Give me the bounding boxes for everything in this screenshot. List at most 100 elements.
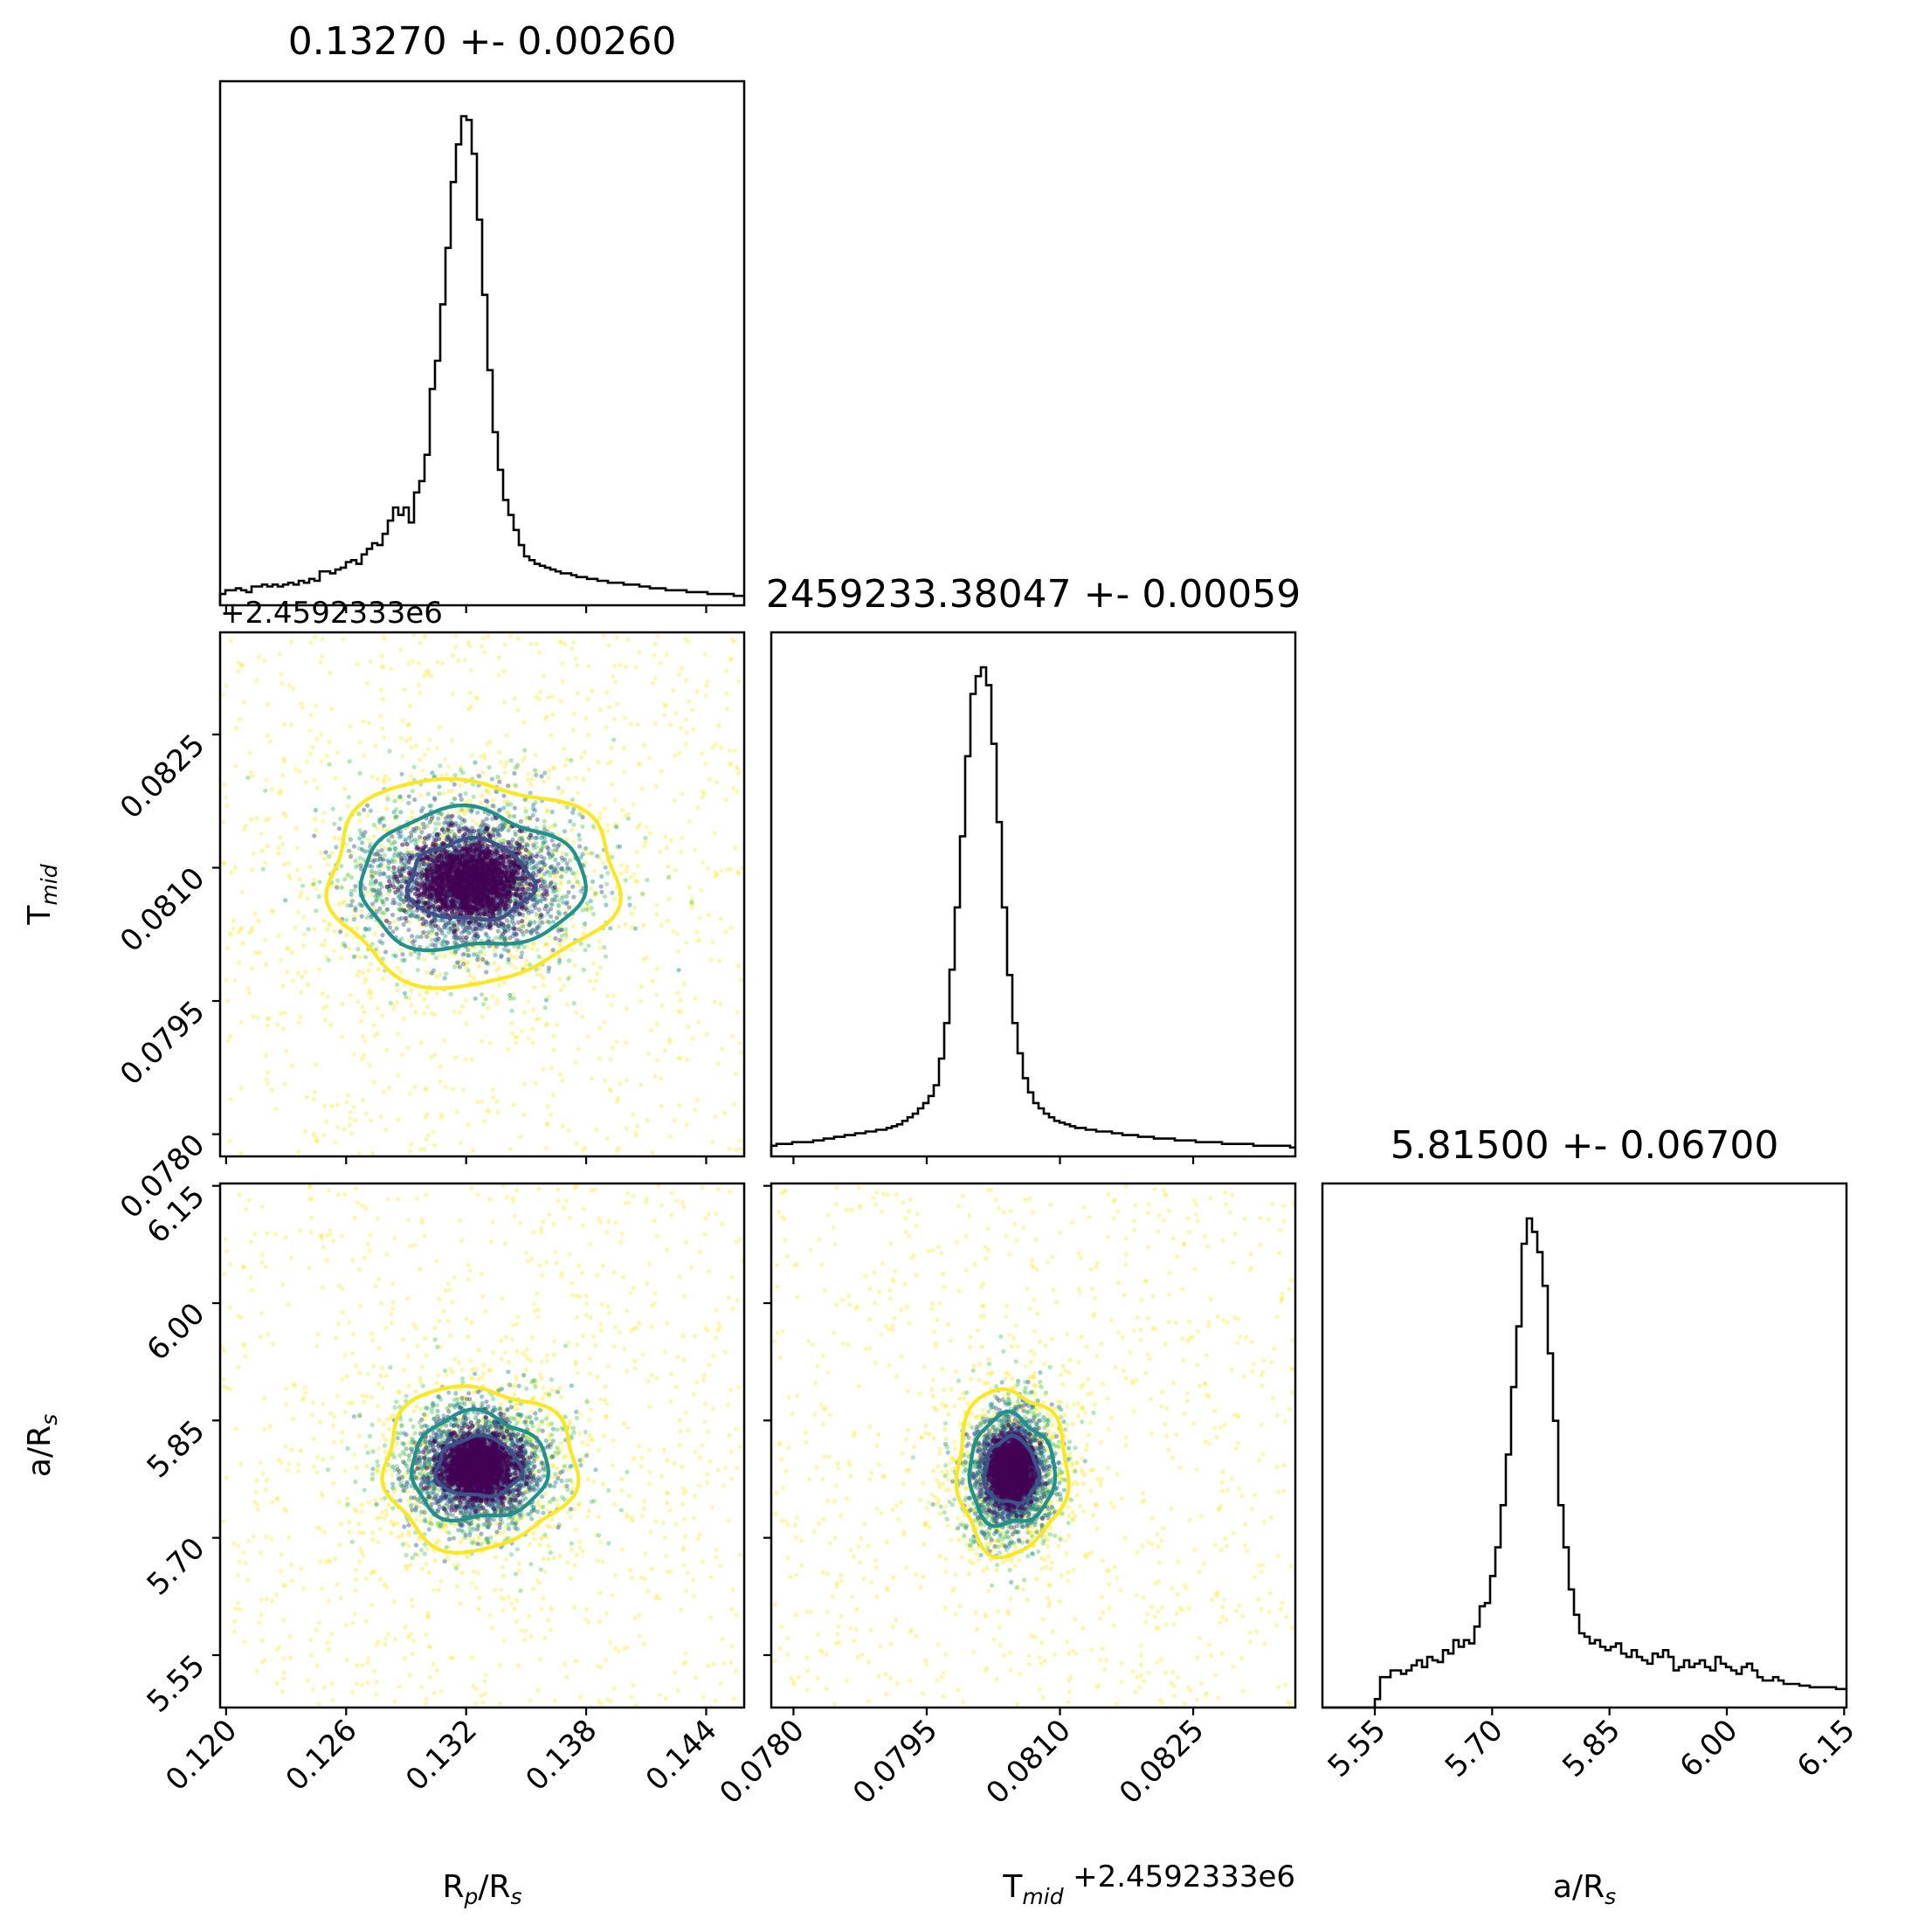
scatter-point [571, 894, 576, 900]
scatter-point [565, 1002, 570, 1007]
scatter-point [371, 822, 376, 828]
scatter-point [344, 932, 349, 937]
scatter-point [237, 960, 242, 966]
scatter-point [342, 899, 347, 904]
scatter-point [335, 885, 340, 890]
scatter-point [429, 673, 434, 679]
scatter-point [475, 810, 480, 815]
scatter-point [263, 937, 268, 942]
scatter-point [232, 865, 238, 870]
scatter-point [255, 1015, 260, 1020]
scatter-point [558, 699, 563, 704]
scatter-point [476, 963, 482, 969]
scatter-point [708, 957, 714, 963]
scatter-point [714, 872, 721, 878]
scatter-point [618, 1081, 623, 1087]
scatter-point [587, 803, 592, 808]
scatter-point [564, 757, 569, 762]
scatter-point [542, 983, 547, 989]
scatter-point [378, 1114, 383, 1120]
scatter-point [540, 920, 545, 925]
scatter-point [549, 914, 554, 919]
scatter-point [432, 797, 438, 803]
scatter-point [557, 937, 563, 942]
scatter-point [220, 819, 225, 825]
scatter-point [621, 769, 627, 775]
scatter-point [514, 1040, 519, 1045]
scatter-point [363, 955, 369, 960]
scatter-point [323, 850, 328, 855]
scatter-point [467, 643, 473, 649]
scatter-point [249, 928, 254, 934]
scatter-point [302, 969, 308, 975]
scatter-point [734, 764, 739, 769]
scatter-point [569, 827, 575, 832]
scatter-point [343, 843, 349, 848]
scatter-point [295, 970, 300, 976]
scatter-point [502, 929, 507, 935]
scatter-point [467, 690, 473, 695]
scatter-point [605, 993, 611, 998]
scatter-point [321, 818, 326, 824]
scatter-point [376, 967, 381, 972]
scatter-point [380, 1013, 385, 1018]
scatter-point [311, 881, 316, 887]
scatter-point [357, 740, 362, 745]
scatter-point [504, 760, 509, 765]
scatter-point [425, 990, 430, 995]
scatter-point [410, 659, 416, 664]
scatter-point [516, 881, 522, 887]
scatter-point [439, 918, 445, 923]
scatter-point [687, 885, 692, 890]
scatter-point [624, 1125, 629, 1131]
scatter-point [294, 845, 300, 851]
scatter-point [478, 949, 483, 955]
scatter-point [277, 652, 282, 657]
scatter-point [666, 1037, 673, 1042]
scatter-point [406, 835, 412, 840]
scatter-point [583, 845, 589, 851]
scatter-point [364, 803, 370, 808]
scatter-point [633, 878, 638, 884]
scatter-point [545, 1122, 550, 1128]
scatter-point [461, 925, 466, 930]
scatter-point [356, 1151, 362, 1156]
scatter-point [636, 761, 641, 767]
scatter-point [608, 759, 613, 764]
scatter-point [616, 1145, 621, 1150]
scatter-point [398, 873, 404, 879]
scatter-point [597, 811, 603, 817]
scatter-point [397, 851, 403, 856]
scatter-point [369, 990, 375, 996]
scatter-point [574, 1010, 579, 1016]
scatter-point [276, 933, 281, 938]
scatter-point [469, 752, 474, 757]
scatter-point [351, 1052, 356, 1057]
scatter-point [501, 700, 507, 705]
scatter-point [533, 864, 538, 869]
scatter-point [319, 758, 324, 763]
scatter-point [602, 894, 608, 900]
scatter-point [502, 936, 507, 942]
scatter-point [295, 909, 301, 914]
scatter-point [563, 852, 569, 857]
scatter-point [383, 1127, 389, 1132]
scatter-point [430, 770, 435, 776]
scatter-point [398, 735, 404, 742]
scatter-point [336, 901, 342, 907]
scatter-point [605, 828, 611, 833]
scatter-point [402, 907, 407, 914]
scatter-point [695, 1097, 701, 1102]
scatter-point [265, 1017, 270, 1022]
scatter-point [614, 635, 619, 640]
scatter-point [521, 1112, 527, 1117]
scatter-point [574, 1142, 579, 1147]
scatter-point [610, 1045, 616, 1051]
scatter-point [471, 794, 476, 799]
scatter-point [728, 657, 734, 662]
scatter-point [566, 905, 572, 910]
scatter-point [266, 816, 272, 821]
scatter-point [708, 776, 713, 782]
scatter-point [349, 1131, 355, 1136]
scatter-point [375, 1031, 380, 1036]
